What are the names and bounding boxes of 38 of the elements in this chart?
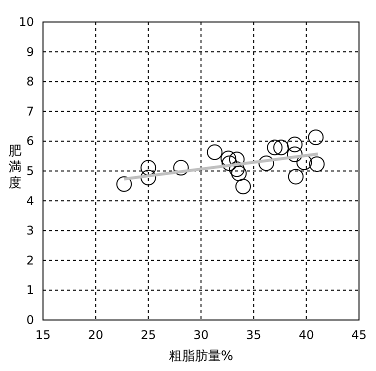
point [286, 136, 303, 152]
point [206, 144, 222, 160]
point [288, 168, 304, 184]
x-tick-label: 45 [351, 328, 367, 342]
point [140, 170, 156, 186]
y-tick-label: 3 [26, 224, 34, 238]
y-tick-label: 8 [26, 74, 34, 89]
y-tick-label: 1 [26, 283, 34, 298]
y-axis-title: 肥満度 [8, 144, 22, 191]
point [140, 160, 156, 176]
x-tick-label: 25 [140, 328, 156, 342]
y-tick-label: 2 [26, 253, 34, 268]
x-tick-label: 35 [246, 328, 262, 342]
y-tick-label: 6 [26, 134, 34, 148]
point [286, 146, 303, 162]
x-axis-title: 粗脂肪量% [168, 349, 234, 364]
point [258, 155, 274, 172]
y-tick-label: 9 [26, 44, 34, 59]
point [273, 140, 289, 156]
point [266, 140, 283, 156]
point [309, 156, 325, 172]
point [222, 155, 238, 172]
point [308, 130, 324, 146]
point [229, 161, 245, 178]
point [173, 160, 189, 176]
point [229, 152, 245, 168]
x-tick-label: 15 [35, 328, 51, 342]
point [116, 176, 132, 192]
y-tick-label: 10 [18, 15, 34, 29]
x-tick-label: 20 [88, 328, 104, 342]
y-tick-label: 0 [26, 313, 34, 327]
y-tick-label: 7 [26, 104, 34, 118]
x-tick-label: 40 [298, 328, 314, 342]
y-tick-label: 5 [26, 164, 34, 178]
point [231, 166, 247, 182]
y-tick-label: 4 [26, 194, 34, 208]
x-tick-label: 30 [193, 328, 209, 342]
point [235, 178, 251, 194]
